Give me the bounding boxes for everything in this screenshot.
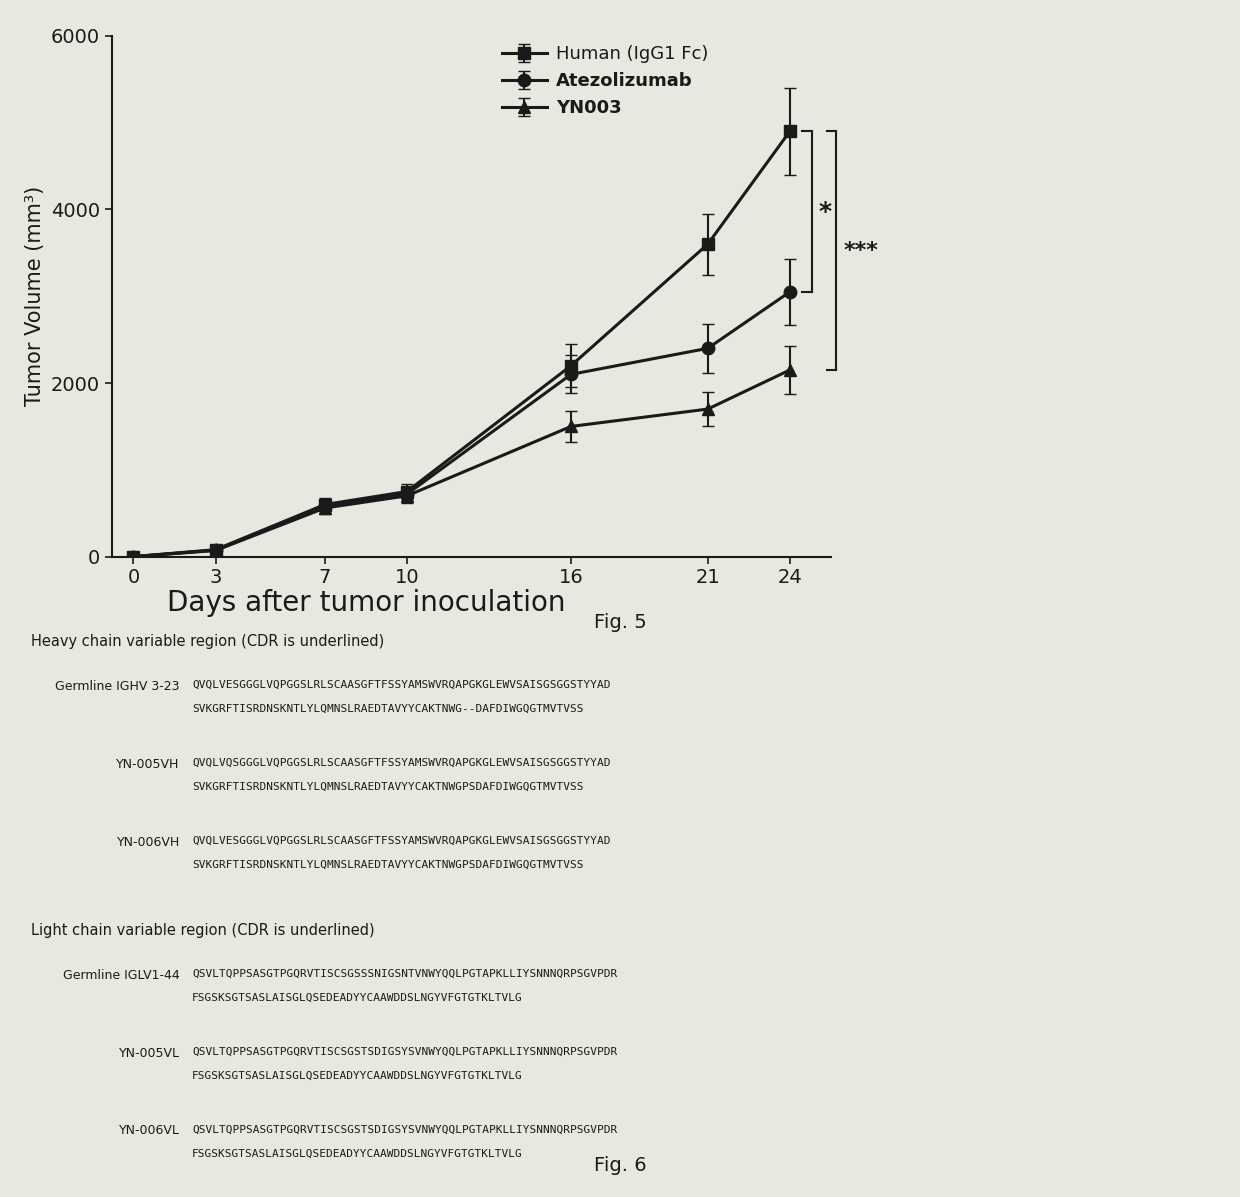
Text: YN-005VH: YN-005VH xyxy=(117,758,180,771)
Text: SVKGRFTISRDNSKNTLYLQMNSLRAEDTAVYYCAKTNWG--DAFDIWGQGTMVTVSS: SVKGRFTISRDNSKNTLYLQMNSLRAEDTAVYYCAKTNWG… xyxy=(192,704,584,713)
Text: Germline IGHV 3-23: Germline IGHV 3-23 xyxy=(56,680,180,693)
Text: Days after tumor inoculation: Days after tumor inoculation xyxy=(166,589,565,616)
Text: QVQLVESGGGLVQPGGSLRLSCAASGFTFSSYAMSWVRQAPGKGLEWVSAISGSGGSTYYAD: QVQLVESGGGLVQPGGSLRLSCAASGFTFSSYAMSWVRQA… xyxy=(192,680,611,689)
Text: FSGSKSGTSASLAISGLQSEDEADYYCAAWDDSLNGYVFGTGTKLTVLG: FSGSKSGTSASLAISGLQSEDEADYYCAAWDDSLNGYVFG… xyxy=(192,1070,523,1081)
Text: QSVLTQPPSASGTPGQRVTISCSGSTSDIGSYSVNWYQQLPGTAPKLLIYSNNNQRPSGVPDR: QSVLTQPPSASGTPGQRVTISCSGSTSDIGSYSVNWYQQL… xyxy=(192,1046,618,1057)
Y-axis label: Tumor Volume (mm³): Tumor Volume (mm³) xyxy=(25,186,45,407)
Text: Germline IGLV1-44: Germline IGLV1-44 xyxy=(63,968,180,982)
Text: Heavy chain variable region (CDR is underlined): Heavy chain variable region (CDR is unde… xyxy=(31,634,384,650)
Text: Fig. 6: Fig. 6 xyxy=(594,1156,646,1175)
Text: FSGSKSGTSASLAISGLQSEDEADYYCAAWDDSLNGYVFGTGTKLTVLG: FSGSKSGTSASLAISGLQSEDEADYYCAAWDDSLNGYVFG… xyxy=(192,1148,523,1159)
Text: SVKGRFTISRDNSKNTLYLQMNSLRAEDTAVYYCAKTNWGPSDAFDIWGQGTMVTVSS: SVKGRFTISRDNSKNTLYLQMNSLRAEDTAVYYCAKTNWG… xyxy=(192,782,584,791)
Text: Fig. 5: Fig. 5 xyxy=(594,613,646,632)
Text: YN-005VL: YN-005VL xyxy=(119,1046,180,1059)
Text: QSVLTQPPSASGTPGQRVTISCSGSTSDIGSYSVNWYQQLPGTAPKLLIYSNNNQRPSGVPDR: QSVLTQPPSASGTPGQRVTISCSGSTSDIGSYSVNWYQQL… xyxy=(192,1124,618,1135)
Text: QVQLVESGGGLVQPGGSLRLSCAASGFTFSSYAMSWVRQAPGKGLEWVSAISGSGGSTYYAD: QVQLVESGGGLVQPGGSLRLSCAASGFTFSSYAMSWVRQA… xyxy=(192,836,611,845)
Text: ***: *** xyxy=(843,241,878,261)
Text: QSVLTQPPSASGTPGQRVTISCSGSSSNIGSNTVNWYQQLPGTAPKLLIYSNNNQRPSGVPDR: QSVLTQPPSASGTPGQRVTISCSGSSSNIGSNTVNWYQQL… xyxy=(192,968,618,979)
Text: YN-006VH: YN-006VH xyxy=(117,836,180,849)
Text: YN-006VL: YN-006VL xyxy=(119,1124,180,1137)
Text: Light chain variable region (CDR is underlined): Light chain variable region (CDR is unde… xyxy=(31,923,374,938)
Legend: Human (IgG1 Fc), Atezolizumab, YN003: Human (IgG1 Fc), Atezolizumab, YN003 xyxy=(502,45,708,117)
Text: SVKGRFTISRDNSKNTLYLQMNSLRAEDTAVYYCAKTNWGPSDAFDIWGQGTMVTVSS: SVKGRFTISRDNSKNTLYLQMNSLRAEDTAVYYCAKTNWG… xyxy=(192,859,584,869)
Text: QVQLVQSGGGLVQPGGSLRLSCAASGFTFSSYAMSWVRQAPGKGLEWVSAISGSGGSTYYAD: QVQLVQSGGGLVQPGGSLRLSCAASGFTFSSYAMSWVRQA… xyxy=(192,758,611,767)
Text: *: * xyxy=(818,200,832,224)
Text: FSGSKSGTSASLAISGLQSEDEADYYCAAWDDSLNGYVFGTGTKLTVLG: FSGSKSGTSASLAISGLQSEDEADYYCAAWDDSLNGYVFG… xyxy=(192,992,523,1003)
